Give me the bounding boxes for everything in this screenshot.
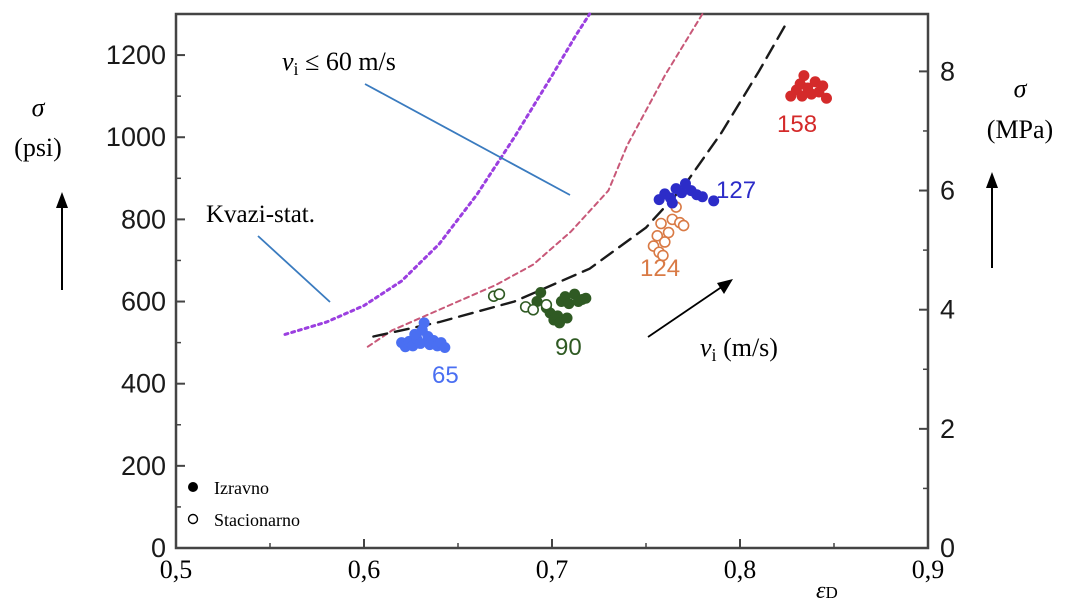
y-right-tick-label: 2	[940, 414, 955, 444]
group-label-127: 127	[716, 177, 756, 204]
y-left-symbol: σ	[32, 93, 46, 122]
data-points	[396, 70, 832, 354]
data-point-open-124	[662, 226, 675, 239]
legend-label-izravno: Izravno	[214, 478, 269, 498]
y-right-symbol: σ	[1014, 74, 1028, 103]
tick-labels: 0 200 400 600 800 1000 1200 0 2 4 6 8 0,5 0,6 0,7 0,8 0,…	[106, 40, 955, 584]
data-point-filled-90	[563, 298, 575, 310]
group-label-65: 65	[432, 362, 459, 389]
data-point-filled-65	[439, 342, 451, 354]
curve-dotted	[283, 12, 592, 336]
legend: Izravno Stacionarno	[187, 478, 300, 530]
group-label-124: 124	[640, 255, 680, 282]
data-point-filled-158	[798, 70, 810, 82]
data-point-open-124	[658, 236, 671, 248]
data-point-filled-127	[666, 197, 678, 209]
y-right-arrow-head	[986, 172, 998, 188]
y-left-tick-label: 1200	[106, 40, 166, 70]
data-point-open-124	[651, 230, 664, 242]
y-right-tick-label: 8	[940, 56, 955, 86]
y-left-tick-label: 200	[121, 451, 166, 481]
legend-open-marker	[187, 513, 199, 525]
y-right-tick-label: 6	[940, 176, 955, 206]
vi-direction-arrow-head	[717, 279, 733, 294]
curve-long-dash	[372, 21, 789, 338]
kvazi-annotation: Kvazi-stat.	[206, 201, 315, 228]
data-point-filled-65	[409, 328, 421, 340]
x-tick-label: 0,6	[348, 555, 381, 584]
group-label-158: 158	[777, 111, 817, 138]
data-point-filled-90	[535, 287, 547, 299]
data-point-filled-90	[580, 292, 592, 304]
vi-limit-annotation: vi ≤ 60 m/s	[282, 47, 396, 79]
data-point-filled-158	[796, 90, 808, 102]
data-point-filled-127	[708, 195, 720, 207]
curve-short-dash	[366, 13, 704, 348]
y-right-tick-label: 0	[940, 533, 955, 563]
data-point-filled-90	[561, 312, 573, 324]
x-tick-label: 0,8	[724, 555, 757, 584]
data-point-open-90	[527, 303, 540, 316]
data-point-filled-127	[676, 187, 688, 199]
data-point-open-124	[677, 219, 690, 232]
data-point-open-124	[657, 249, 669, 262]
y-left-tick-label: 800	[121, 204, 166, 234]
y-left-tick-label: 0	[151, 533, 166, 563]
vi-arrow-annotation: vi (m/s)	[700, 333, 778, 365]
x-axis-label: εD	[816, 578, 838, 602]
data-point-open-90	[493, 288, 506, 300]
data-point-filled-127	[696, 191, 708, 203]
data-point-filled-158	[820, 92, 832, 104]
group-label-90: 90	[555, 334, 582, 361]
kvazi-pointer	[257, 235, 331, 303]
vi-limit-pointer	[364, 83, 571, 196]
legend-filled-marker	[188, 482, 198, 492]
y-left-unit: (psi)	[14, 133, 62, 162]
curves	[283, 12, 789, 348]
y-right-unit: (MPa)	[987, 115, 1053, 144]
x-tick-label: 0,7	[536, 555, 569, 584]
legend-label-stacionarno: Stacionarno	[214, 510, 300, 530]
y-right-tick-label: 4	[940, 295, 955, 325]
data-point-open-124	[655, 217, 667, 230]
data-point-filled-65	[414, 337, 426, 349]
y-left-tick-label: 600	[121, 287, 166, 317]
data-point-filled-158	[817, 80, 829, 92]
data-point-open-90	[540, 299, 553, 311]
y-left-tick-label: 1000	[106, 122, 166, 152]
tick-marks	[175, 13, 929, 549]
vi-direction-arrow	[647, 283, 727, 338]
data-point-filled-65	[418, 317, 430, 329]
x-tick-label: 0,9	[912, 555, 945, 584]
y-left-arrow-head	[56, 192, 68, 208]
y-left-tick-label: 400	[121, 369, 166, 399]
x-tick-label: 0,5	[160, 555, 193, 584]
